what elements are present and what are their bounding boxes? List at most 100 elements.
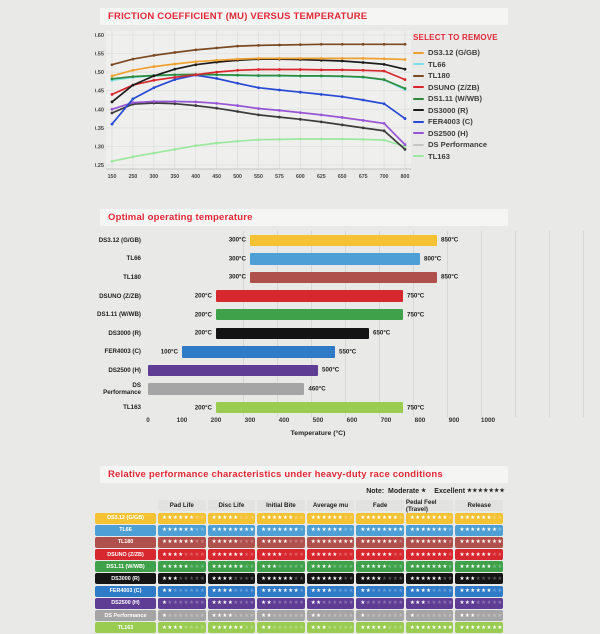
series-tl180 bbox=[110, 42, 407, 67]
rating-cell: ★★★★★★★★ bbox=[455, 524, 504, 536]
stars-filled: ★★★★ bbox=[162, 624, 184, 631]
rating-cell: ★★★★★★★★ bbox=[306, 573, 355, 585]
column-header-pedal-feel-travel: Pedal Feel (Travel) bbox=[405, 499, 454, 513]
stars-filled: ★★★★★ bbox=[360, 624, 388, 631]
stars-filled: ★★★ bbox=[459, 600, 476, 607]
stars-empty: ★★★★★★ bbox=[321, 600, 355, 607]
temperature-bar[interactable] bbox=[182, 346, 335, 358]
stars-filled: ★★★★★★★ bbox=[409, 563, 448, 570]
bar-end-temp: 850°C bbox=[441, 236, 459, 244]
bar-track: 300°C 850°C bbox=[148, 231, 488, 250]
y-tick-label: 0.60 bbox=[95, 33, 104, 39]
x-axis-tick: 400 bbox=[278, 416, 290, 424]
stars-filled: ★★★★★★ bbox=[360, 551, 393, 558]
rating-cell: ★★★★★★★★ bbox=[405, 524, 454, 536]
stars-empty: ★★★★★★★ bbox=[167, 600, 206, 607]
stars-filled: ★★★★ bbox=[409, 588, 432, 595]
y-tick-label: 0.25 bbox=[95, 163, 104, 169]
stars-empty: ★★ bbox=[244, 551, 255, 558]
rating-cell: ★★★★★★★★ bbox=[207, 622, 256, 634]
stars-filled: ★★★★★★ bbox=[162, 539, 195, 546]
legend-swatch bbox=[413, 86, 424, 89]
rating-cell: ★★★★★★★★ bbox=[207, 549, 256, 561]
bar-end-temp: 460°C bbox=[308, 385, 326, 393]
temperature-bar[interactable] bbox=[216, 327, 369, 339]
legend-item-ds-performance[interactable]: DS Performance bbox=[413, 139, 513, 151]
legend-item-ds3-12-g-gb[interactable]: DS3.12 (G/GB) bbox=[413, 47, 513, 59]
bar-row-label: FER4003 (C) bbox=[104, 348, 141, 356]
temperature-bar[interactable] bbox=[250, 253, 420, 265]
stars-empty: ★★★★ bbox=[431, 588, 454, 595]
x-tick-label: 500 bbox=[233, 174, 242, 180]
rating-cell: ★★★★★★★★ bbox=[158, 536, 206, 548]
legend-item-dsuno-z-zb[interactable]: DSUNO (Z/ZB) bbox=[413, 82, 513, 94]
rating-cell: ★★★★★★★★ bbox=[207, 524, 256, 536]
stars-empty: ★★★★ bbox=[332, 563, 355, 570]
legend-item-label: DS3.12 (G/GB) bbox=[428, 48, 480, 58]
stars-empty: ★★★★ bbox=[233, 588, 255, 595]
stars-filled: ★★★★ bbox=[261, 551, 283, 558]
rating-cell: ★★★★★★★★ bbox=[158, 512, 206, 524]
temperature-bar[interactable] bbox=[216, 401, 403, 414]
temperature-bar[interactable] bbox=[250, 234, 437, 246]
rating-cell: ★★★★★★★★ bbox=[455, 573, 504, 585]
rating-cell: ★★★★★★★★ bbox=[306, 561, 355, 573]
stars-filled: ★★★★ bbox=[360, 575, 382, 582]
stars-empty: ★★★★ bbox=[233, 575, 255, 582]
stars-filled: ★★★★★★ bbox=[459, 515, 492, 521]
temperature-bar[interactable] bbox=[216, 290, 403, 302]
column-header-average-mu: Average mu bbox=[306, 500, 355, 511]
x-tick-label: 575 bbox=[275, 174, 284, 180]
legend-item-ds2500-h[interactable]: DS2500 (H) bbox=[413, 128, 513, 140]
temperature-chart-title: Optimal operating temperature bbox=[108, 212, 253, 223]
legend-item-tl180[interactable]: TL180 bbox=[413, 70, 513, 82]
rating-cell: ★★★★★★★★ bbox=[257, 536, 305, 548]
rating-cell: ★★★★★★★★ bbox=[158, 573, 206, 585]
rating-cell: ★★★★★★★★ bbox=[455, 561, 504, 573]
legend-swatch bbox=[413, 109, 424, 112]
row-label-chip: TL66 bbox=[95, 524, 156, 536]
bar-start-temp: 300°C bbox=[228, 255, 246, 263]
stars-filled: ★★ bbox=[162, 588, 173, 595]
series-ds3-12-g-gb bbox=[110, 57, 407, 78]
stars-empty: ★ bbox=[398, 515, 404, 521]
rating-cell: ★★★★★★★★ bbox=[306, 512, 355, 524]
note-excellent-stars: ★★★★★★★ bbox=[466, 488, 505, 494]
legend-swatch bbox=[413, 63, 424, 66]
legend-swatch bbox=[413, 143, 424, 146]
stars-empty: ★★★★★ bbox=[326, 624, 355, 631]
temperature-bar[interactable] bbox=[148, 383, 305, 395]
bar-row-ds-performance: DS Performance 460°C bbox=[95, 380, 510, 399]
stars-empty: ★★★ bbox=[387, 563, 404, 570]
stars-empty: ★ bbox=[299, 527, 305, 534]
legend-item-tl163[interactable]: TL163 bbox=[413, 151, 513, 163]
row-label-chip: TL163 bbox=[95, 622, 156, 634]
bar-row-label: TL163 bbox=[123, 404, 141, 412]
bar-row-label: TL66 bbox=[126, 255, 141, 263]
rating-cell: ★★★★★★★★ bbox=[356, 524, 404, 536]
stars-empty: ★★★★★★★ bbox=[167, 612, 206, 619]
temperature-bar[interactable] bbox=[250, 271, 437, 284]
temperature-bar[interactable] bbox=[148, 364, 318, 377]
legend-item-ds1-11-w-wb[interactable]: DS1.11 (W/WB) bbox=[413, 93, 513, 105]
x-tick-label: 150 bbox=[108, 174, 117, 180]
bar-row-ds3000-r: DS3000 (R) 200°C 650°C bbox=[95, 324, 510, 343]
friction-chart-section: 0.60 0.55 0.50 0.45 0.40 0.35 0.30 0.25 150 250 30… bbox=[95, 27, 513, 195]
stars-empty: ★★★★★ bbox=[426, 600, 454, 607]
friction-chart-title: FRICTION COEFFICIENT (MU) VERSUS TEMPERA… bbox=[108, 11, 368, 22]
bar-end-temp: 800°C bbox=[424, 255, 442, 263]
legend-item-fer4003-c[interactable]: FER4003 (C) bbox=[413, 116, 513, 128]
temperature-bar[interactable] bbox=[216, 308, 403, 321]
rating-cell: ★★★★★★★★ bbox=[356, 585, 404, 597]
table-row-fer4003-c: FER4003 (C) ★★ ★★★★★★ ★★★★ ★★★★ ★★★★★★★ ★ ★★★★ ★… bbox=[95, 585, 505, 597]
stars-filled: ★★★★★ bbox=[310, 551, 338, 558]
legend-item-tl66[interactable]: TL66 bbox=[413, 59, 513, 71]
rating-cell: ★★★★★★★★ bbox=[356, 561, 404, 573]
legend-item-ds3000-r[interactable]: DS3000 (R) bbox=[413, 105, 513, 117]
column-header-disc-life: Disc Life bbox=[207, 500, 256, 511]
x-tick-label: 400 bbox=[191, 174, 200, 180]
table-row-dsuno-z-zb: DSUNO (Z/ZB) ★★★★ ★★★★ ★★★★★★ ★★ ★★★★ ★★★★ ★★★★… bbox=[95, 549, 505, 561]
stars-empty: ★★★ bbox=[288, 539, 305, 546]
stars-filled: ★★★★★★★★ bbox=[310, 539, 355, 546]
